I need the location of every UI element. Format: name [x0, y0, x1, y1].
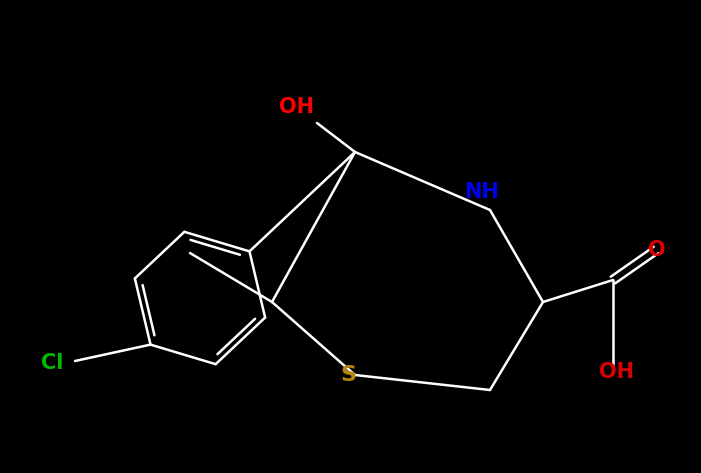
Text: NH: NH: [465, 182, 499, 202]
Text: Cl: Cl: [41, 353, 63, 373]
Text: OH: OH: [599, 362, 634, 382]
Text: O: O: [648, 240, 666, 260]
Text: S: S: [340, 365, 356, 385]
Text: OH: OH: [278, 97, 313, 117]
